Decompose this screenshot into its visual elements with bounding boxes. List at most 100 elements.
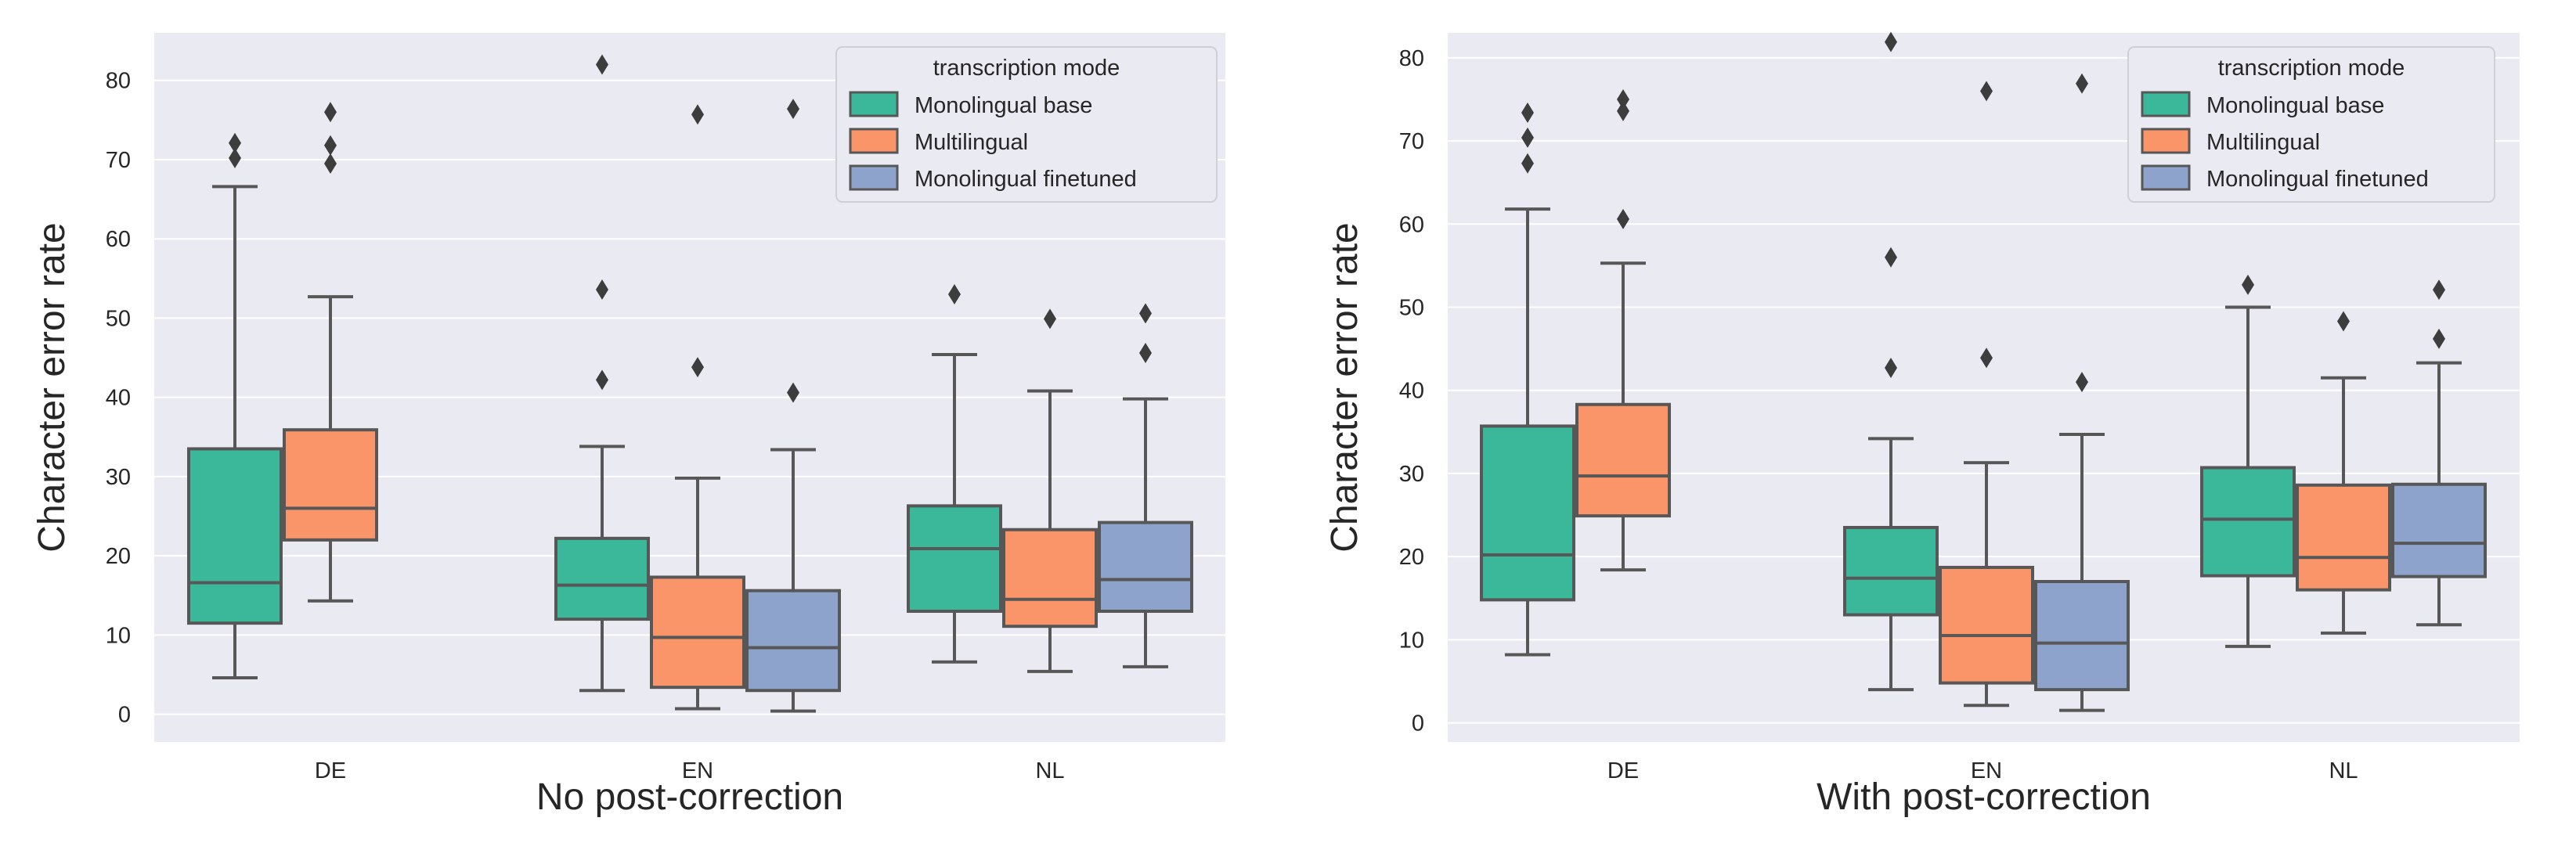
legend-title: transcription mode bbox=[933, 56, 1120, 81]
box-monolingual-finetuned-nl bbox=[2391, 279, 2487, 627]
box-iqr bbox=[2391, 482, 2487, 578]
legend-swatch bbox=[849, 91, 899, 117]
box-multilingual-en bbox=[650, 104, 745, 711]
box-iqr bbox=[283, 428, 378, 542]
outlier-point bbox=[2242, 274, 2254, 295]
outlier-point bbox=[948, 284, 961, 305]
box-multilingual-nl bbox=[1002, 308, 1098, 673]
legend-swatch bbox=[849, 164, 899, 191]
legend-swatch bbox=[2141, 128, 2191, 154]
outlier-point bbox=[1885, 358, 1897, 379]
outlier-point bbox=[1139, 342, 1152, 363]
box-iqr bbox=[2296, 483, 2391, 592]
outlier-point bbox=[1139, 303, 1152, 324]
outlier-point bbox=[1980, 81, 1993, 102]
outlier-point bbox=[324, 135, 337, 156]
y-tick-label: 50 bbox=[1399, 296, 1424, 321]
y-tick-label: 60 bbox=[106, 227, 131, 252]
box-multilingual-de bbox=[283, 102, 378, 603]
legend-swatch bbox=[2141, 164, 2191, 191]
outlier-point bbox=[1521, 153, 1534, 174]
box-iqr bbox=[1843, 525, 1939, 617]
box-multilingual-de bbox=[1575, 88, 1671, 572]
box-monolingual-finetuned-en bbox=[745, 99, 841, 713]
outlier-point bbox=[1885, 31, 1897, 52]
outlier-point bbox=[1617, 208, 1629, 229]
box-iqr bbox=[1575, 402, 1671, 518]
legend-label: Multilingual bbox=[915, 130, 1028, 155]
box-iqr bbox=[554, 536, 650, 621]
outlier-point bbox=[1885, 247, 1897, 268]
outlier-point bbox=[691, 104, 704, 125]
legend: transcription mode Monolingual base Multil… bbox=[2127, 46, 2495, 203]
x-axis-title: With post-correction bbox=[1817, 776, 2151, 818]
y-tick-label: 50 bbox=[106, 306, 131, 331]
box-monolingual-finetuned-en bbox=[2034, 73, 2130, 712]
x-tick-label: EN bbox=[1971, 758, 2002, 783]
box-iqr bbox=[2200, 466, 2296, 578]
outlier-point bbox=[596, 54, 608, 75]
box-multilingual-en bbox=[1939, 81, 2034, 708]
outlier-point bbox=[2076, 73, 2088, 94]
x-tick-label: DE bbox=[315, 758, 346, 783]
outlier-point bbox=[2337, 311, 2350, 332]
x-tick-label: DE bbox=[1607, 758, 1639, 783]
legend-label: Multilingual bbox=[2206, 130, 2320, 155]
legend-label: Monolingual finetuned bbox=[2206, 167, 2429, 192]
box-iqr bbox=[2034, 580, 2130, 692]
legend-swatch bbox=[849, 128, 899, 154]
y-tick-label: 30 bbox=[1399, 462, 1424, 487]
y-tick-label: 70 bbox=[1399, 129, 1424, 154]
x-axis-title: No post-correction bbox=[536, 776, 843, 818]
legend-title: transcription mode bbox=[2218, 56, 2405, 81]
y-axis-title: Character error rate bbox=[31, 222, 73, 552]
outlier-point bbox=[1617, 100, 1629, 121]
y-tick-label: 40 bbox=[1399, 379, 1424, 404]
y-tick-label: 70 bbox=[106, 148, 131, 173]
outlier-point bbox=[1521, 127, 1534, 148]
outlier-point bbox=[787, 99, 799, 120]
chart-panel-1: 0 10 20 30 40 50 60 70 80 DE EN NL No post-correctio… bbox=[31, 33, 1225, 818]
outlier-point bbox=[324, 153, 337, 175]
box-monolingual-base-nl bbox=[907, 284, 1002, 664]
chart-panel-2: 0 10 20 30 40 50 60 70 80 DE EN NL With post-correct… bbox=[1324, 31, 2520, 818]
legend-frame bbox=[835, 46, 1218, 203]
x-tick-label: NL bbox=[1035, 758, 1064, 783]
outlier-point bbox=[1980, 348, 1993, 369]
y-tick-label: 20 bbox=[106, 544, 131, 569]
outlier-point bbox=[691, 357, 704, 378]
y-tick-label: 10 bbox=[106, 623, 131, 648]
box-iqr bbox=[650, 575, 745, 690]
box-monolingual-base-en bbox=[1843, 31, 1939, 692]
outlier-point bbox=[2076, 372, 2088, 393]
outlier-point bbox=[2433, 328, 2445, 349]
y-tick-label: 0 bbox=[118, 703, 131, 728]
box-iqr bbox=[187, 447, 283, 625]
box-iqr bbox=[1002, 528, 1098, 628]
y-tick-label: 20 bbox=[1399, 545, 1424, 570]
legend-swatch bbox=[2141, 91, 2191, 117]
legend-frame bbox=[2127, 46, 2495, 203]
outlier-point bbox=[324, 102, 337, 123]
outlier-point bbox=[229, 132, 241, 153]
legend: transcription mode Monolingual base Multil… bbox=[835, 46, 1218, 203]
box-iqr bbox=[1939, 565, 2034, 685]
y-tick-label: 0 bbox=[1412, 711, 1424, 737]
box-monolingual-base-nl bbox=[2200, 274, 2296, 648]
outlier-point bbox=[596, 369, 608, 391]
box-iqr bbox=[745, 589, 841, 693]
legend-label: Monolingual finetuned bbox=[915, 167, 1137, 192]
box-iqr bbox=[1098, 520, 1193, 613]
outlier-point bbox=[2433, 279, 2445, 301]
x-tick-label: NL bbox=[2329, 758, 2358, 783]
outlier-point bbox=[1044, 308, 1056, 330]
box-monolingual-base-de bbox=[187, 132, 283, 680]
box-multilingual-nl bbox=[2296, 311, 2391, 635]
y-tick-label: 10 bbox=[1399, 628, 1424, 653]
box-iqr bbox=[1480, 424, 1575, 602]
y-tick-label: 30 bbox=[106, 465, 131, 490]
y-tick-label: 60 bbox=[1399, 212, 1424, 237]
box-iqr bbox=[907, 504, 1002, 613]
legend-label: Monolingual base bbox=[2206, 93, 2384, 118]
